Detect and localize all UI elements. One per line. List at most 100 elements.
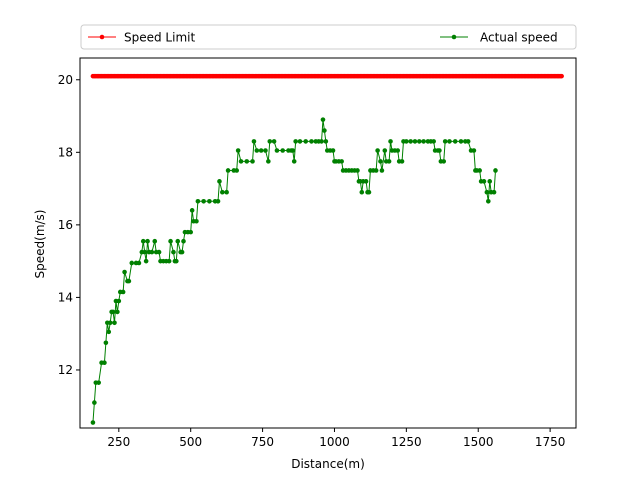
data-point — [452, 139, 458, 144]
data-point — [339, 159, 344, 164]
x-tick-label: 1500 — [463, 435, 494, 449]
data-point — [168, 238, 173, 244]
data-point — [207, 198, 212, 204]
data-point — [399, 159, 405, 164]
data-point — [107, 320, 113, 326]
legend-entry-1: Actual speed — [440, 31, 558, 45]
data-point — [431, 139, 436, 144]
series-line — [92, 119, 496, 423]
data-point — [458, 139, 464, 144]
data-point — [382, 148, 388, 153]
data-point — [201, 198, 206, 204]
x-tick-label: 500 — [179, 435, 202, 449]
data-point — [258, 148, 264, 153]
data-point — [471, 148, 477, 153]
data-point — [395, 148, 401, 153]
data-point — [293, 139, 298, 144]
data-point — [437, 148, 442, 153]
data-point — [136, 260, 142, 266]
series-1 — [90, 117, 498, 425]
y-axis-label: Speed(m/s) — [33, 210, 47, 279]
data-point — [179, 249, 185, 255]
data-point — [120, 289, 126, 295]
data-point — [129, 260, 135, 266]
legend-marker — [451, 34, 457, 40]
data-point — [112, 320, 117, 326]
legend-marker — [99, 34, 105, 40]
data-point — [373, 168, 379, 173]
x-tick-label: 1250 — [391, 435, 422, 449]
data-point — [297, 139, 303, 144]
data-point — [447, 139, 452, 144]
data-point — [291, 159, 297, 164]
data-point — [126, 278, 132, 284]
data-point — [481, 179, 487, 184]
data-point — [363, 179, 369, 184]
data-point — [416, 139, 422, 144]
data-point — [388, 139, 393, 144]
x-tick-label: 1750 — [535, 435, 566, 449]
data-point — [359, 189, 365, 195]
data-point — [290, 148, 296, 153]
data-point — [175, 238, 181, 244]
legend: Speed Limit Actual speed — [80, 24, 577, 50]
data-point — [145, 238, 150, 244]
data-point — [166, 258, 172, 264]
data-point — [442, 139, 448, 144]
data-point — [224, 189, 229, 195]
series-0 — [90, 73, 564, 79]
data-point — [322, 128, 327, 133]
data-point — [355, 168, 360, 173]
data-point — [366, 189, 372, 195]
data-point — [408, 139, 413, 144]
data-point — [220, 189, 225, 195]
data-point — [559, 73, 564, 79]
data-point — [217, 179, 222, 184]
data-point — [102, 360, 107, 366]
data-point — [266, 159, 271, 164]
plot-area — [79, 57, 577, 429]
legend-label: Speed Limit — [124, 31, 195, 45]
data-point — [309, 139, 314, 144]
data-point — [156, 249, 162, 255]
data-point — [143, 258, 149, 264]
data-point — [404, 139, 409, 144]
data-point — [263, 148, 268, 153]
data-point — [280, 148, 286, 153]
data-point — [412, 139, 418, 144]
data-point — [171, 249, 176, 255]
plot-frame — [79, 57, 577, 429]
data-point — [235, 148, 241, 153]
data-point — [195, 198, 201, 204]
data-point — [110, 309, 116, 315]
x-tick-label: 250 — [107, 435, 130, 449]
data-point — [250, 159, 255, 164]
data-point — [90, 420, 96, 425]
data-point — [487, 179, 493, 184]
data-point — [103, 340, 109, 346]
data-point — [122, 269, 127, 275]
data-point — [238, 159, 244, 164]
x-axis-label: Distance(m) — [291, 457, 365, 471]
data-point — [484, 189, 490, 195]
y-tick-label: 14 — [58, 290, 73, 304]
data-point — [271, 139, 277, 144]
data-point — [274, 148, 280, 153]
data-point — [174, 258, 179, 264]
x-tick-label: 750 — [251, 435, 274, 449]
y-tick-label: 12 — [58, 363, 73, 377]
data-point — [96, 380, 101, 385]
data-point — [244, 159, 250, 164]
data-point — [421, 139, 426, 144]
data-point — [254, 148, 260, 153]
data-point — [386, 159, 392, 164]
legend-box — [80, 24, 577, 50]
y-tick-label: 18 — [58, 145, 73, 159]
legend-entry-0: Speed Limit — [88, 31, 195, 45]
x-tick-label: 1000 — [319, 435, 350, 449]
y-tick-label: 16 — [58, 218, 73, 232]
data-point — [188, 229, 193, 235]
data-point — [441, 159, 447, 164]
data-point — [142, 249, 147, 255]
